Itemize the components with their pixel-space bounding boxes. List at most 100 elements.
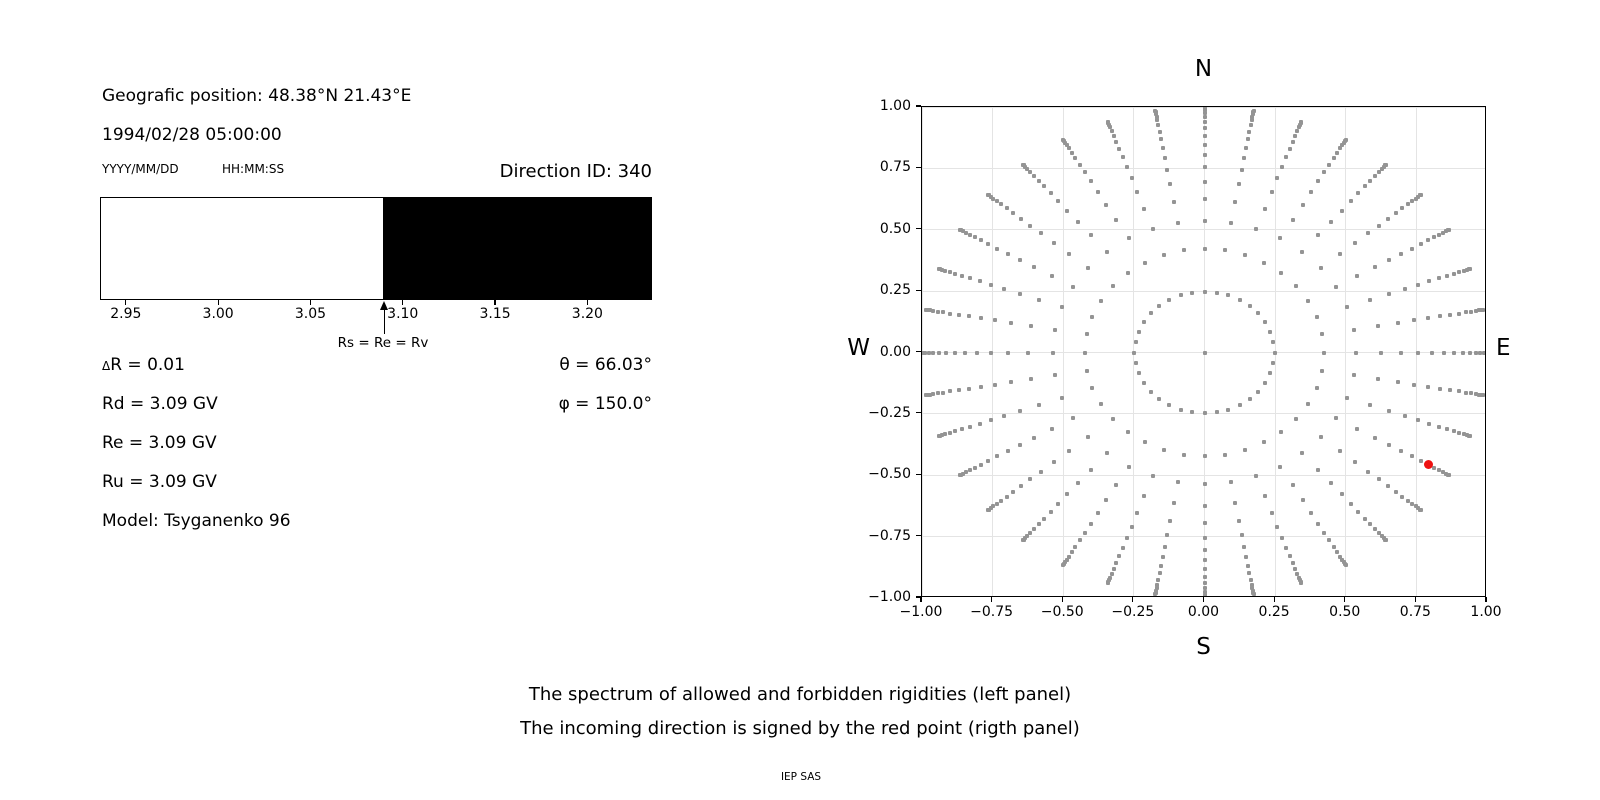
direction-dot bbox=[1202, 246, 1207, 251]
direction-dot bbox=[1461, 432, 1466, 437]
direction-dot bbox=[1105, 581, 1110, 586]
direction-dot bbox=[1457, 269, 1462, 274]
direction-dot bbox=[1202, 574, 1207, 579]
direction-dot bbox=[1352, 460, 1357, 465]
direction-dot bbox=[1477, 392, 1482, 397]
direction-dot bbox=[1165, 532, 1170, 537]
direction-dot bbox=[1295, 571, 1300, 576]
direction-dot bbox=[1432, 465, 1437, 470]
direction-dot bbox=[1124, 536, 1129, 541]
direction-dot bbox=[1460, 350, 1465, 355]
direction-dot bbox=[1157, 571, 1162, 576]
direction-dot bbox=[1244, 555, 1249, 560]
direction-dot bbox=[1105, 249, 1110, 254]
direction-dot bbox=[1352, 240, 1357, 245]
direction-dot bbox=[1167, 403, 1172, 408]
direction-dot bbox=[957, 473, 962, 478]
direction-dot bbox=[1202, 107, 1207, 110]
direction-dot bbox=[1484, 350, 1485, 355]
direction-dot bbox=[1456, 311, 1461, 316]
direction-dot bbox=[1385, 216, 1390, 221]
direction-dot bbox=[1483, 350, 1485, 355]
direction-dot bbox=[1104, 498, 1109, 503]
ru-text: Ru = 3.09 GV bbox=[102, 472, 217, 492]
direction-dot bbox=[1028, 223, 1033, 228]
direction-dot bbox=[1157, 397, 1162, 402]
direction-dot bbox=[1125, 429, 1130, 434]
direction-dot bbox=[1331, 156, 1336, 161]
direction-y-tick-label: 0.25 bbox=[879, 282, 911, 299]
direction-dot bbox=[1071, 416, 1076, 421]
direction-dot bbox=[1395, 380, 1400, 385]
direction-dot bbox=[1263, 320, 1268, 325]
direction-dot bbox=[1441, 470, 1446, 475]
direction-y-tick bbox=[916, 166, 921, 168]
direction-dot bbox=[1339, 208, 1344, 213]
direction-dot bbox=[992, 382, 997, 387]
direction-dot bbox=[1262, 494, 1267, 499]
direction-dot bbox=[948, 311, 953, 316]
direction-dot bbox=[1073, 156, 1078, 161]
direction-dot bbox=[1268, 371, 1273, 376]
direction-dot bbox=[956, 388, 961, 393]
direction-dot bbox=[1082, 530, 1087, 535]
direction-dot bbox=[1256, 311, 1261, 316]
direction-dot bbox=[1339, 492, 1344, 497]
rigidity-spectrum-chart bbox=[100, 197, 652, 300]
direction-dot bbox=[1418, 458, 1423, 463]
direction-dot bbox=[1372, 435, 1377, 440]
direction-dot bbox=[1254, 474, 1259, 479]
direction-dot-vertical bbox=[1202, 350, 1207, 355]
arrow-label: Rs = Re = Rv bbox=[337, 335, 429, 351]
direction-dot bbox=[1410, 501, 1415, 506]
direction-dot bbox=[1335, 150, 1340, 155]
direction-dot bbox=[1335, 550, 1340, 555]
direction-dot bbox=[1278, 464, 1283, 469]
direction-dot bbox=[941, 390, 946, 395]
direction-dot bbox=[1280, 164, 1285, 169]
direction-dot bbox=[1150, 226, 1155, 231]
direction-dot bbox=[1095, 190, 1100, 195]
direction-dot bbox=[1088, 179, 1093, 184]
direction-dot bbox=[972, 235, 977, 240]
direction-dot bbox=[1171, 501, 1176, 506]
direction-dot bbox=[1256, 389, 1261, 394]
direction-dot bbox=[1293, 133, 1298, 138]
direction-dot bbox=[1296, 575, 1301, 580]
direction-dot bbox=[1437, 232, 1442, 237]
direction-dot bbox=[999, 498, 1004, 503]
direction-dot bbox=[924, 307, 929, 312]
direction-dot bbox=[1135, 190, 1140, 195]
credit-text: IEP SAS bbox=[780, 771, 822, 783]
direction-dot bbox=[1305, 402, 1310, 407]
direction-dot bbox=[1202, 558, 1207, 563]
direction-dot bbox=[1250, 586, 1255, 591]
direction-dot bbox=[1236, 182, 1241, 187]
model-text: Model: Tsyganenko 96 bbox=[102, 511, 291, 531]
direction-x-tick bbox=[1414, 597, 1416, 602]
direction-dot bbox=[947, 431, 952, 436]
direction-dot bbox=[991, 504, 996, 509]
direction-dot bbox=[1226, 293, 1231, 298]
direction-dot bbox=[1125, 271, 1130, 275]
arrow-shaft bbox=[383, 308, 385, 334]
direction-dot bbox=[1268, 329, 1273, 334]
direction-dot bbox=[940, 433, 945, 438]
direction-dot bbox=[1150, 474, 1155, 479]
direction-dot bbox=[1135, 510, 1140, 515]
direction-dot bbox=[1049, 427, 1054, 432]
direction-dot bbox=[1348, 501, 1353, 506]
direction-dot bbox=[1202, 567, 1207, 572]
direction-dot bbox=[1436, 424, 1441, 429]
direction-dot bbox=[1247, 571, 1252, 576]
direction-dot bbox=[1376, 223, 1381, 228]
direction-dot bbox=[1083, 350, 1088, 355]
direction-dot bbox=[1084, 368, 1089, 373]
compass-north-label: N bbox=[1194, 56, 1213, 82]
direction-dot bbox=[1437, 468, 1442, 473]
direction-dot bbox=[1362, 516, 1367, 521]
direction-dot bbox=[1011, 489, 1016, 494]
direction-dot bbox=[1376, 170, 1381, 175]
direction-dot bbox=[1452, 350, 1457, 355]
direction-dot bbox=[1052, 240, 1057, 245]
